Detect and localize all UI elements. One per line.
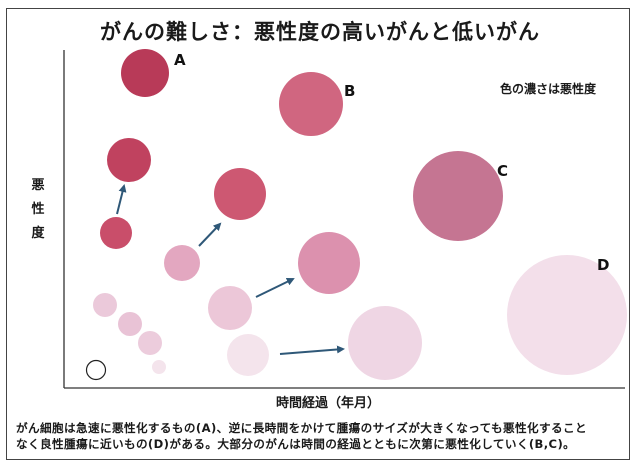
- arrow-a: [116, 184, 127, 215]
- circle-c-stage-3: [413, 151, 503, 241]
- circle-b-stage-3: [279, 72, 343, 136]
- arrow-c: [255, 278, 295, 298]
- arrow-b: [198, 222, 222, 247]
- footer-explanation: がん細胞は急速に悪性化するもの(A)、逆に長時間をかけて腫瘍のサイズが大きくなっ…: [16, 420, 628, 452]
- circle-b-stage-1: [164, 245, 200, 281]
- y-axis-label-char-1: 悪: [31, 178, 45, 193]
- circle-d-stage-1: [227, 334, 269, 376]
- label-b: B: [344, 82, 355, 100]
- diagram-frame: [6, 8, 630, 460]
- small-circle-4: [152, 360, 166, 374]
- circle-c-stage-2: [298, 232, 360, 294]
- footer-line-2: なく良性腫瘍に近いもの(D)がある。大部分のがんは時間の経過とともに次第に悪性化…: [16, 437, 576, 451]
- small-circle-2: [118, 312, 142, 336]
- label-c: C: [497, 162, 508, 180]
- small-circle-1: [93, 293, 117, 317]
- label-d: D: [597, 256, 609, 274]
- circle-a-stage-2: [107, 138, 151, 182]
- color-legend-note: 色の濃さは悪性度: [500, 82, 597, 96]
- y-axis-label-char-3: 度: [31, 226, 45, 241]
- circle-d-stage-3: [507, 255, 627, 375]
- circle-c-stage-1: [208, 286, 252, 330]
- y-axis-label: 悪 性 度: [30, 174, 46, 246]
- circle-b-stage-2: [214, 168, 266, 220]
- small-circle-outline: [85, 359, 107, 381]
- circle-d-stage-2: [348, 306, 422, 380]
- diagram-title: がんの難しさ：悪性度の高いがんと低いがん: [100, 20, 540, 44]
- footer-line-1: がん細胞は急速に悪性化するもの(A)、逆に長時間をかけて腫瘍のサイズが大きくなっ…: [16, 421, 587, 435]
- x-axis-label: 時間経過（年月）: [276, 396, 381, 411]
- arrow-d: [279, 345, 345, 355]
- small-circle-3: [138, 331, 162, 355]
- circle-a-stage-1: [100, 217, 132, 249]
- circle-a-stage-3: [121, 49, 169, 97]
- y-axis-label-char-2: 性: [31, 202, 45, 217]
- label-a: A: [174, 51, 186, 69]
